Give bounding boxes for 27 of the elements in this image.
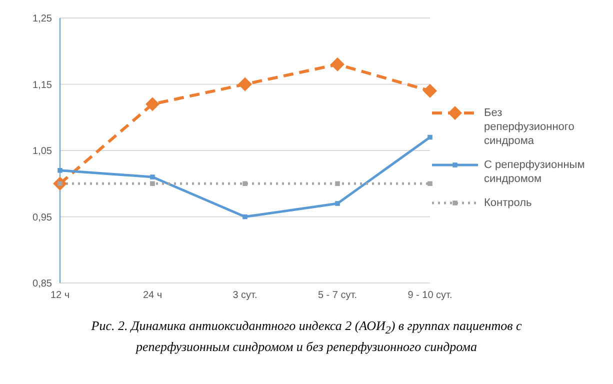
x-tick-label: 12 ч (50, 290, 70, 302)
y-tick-label: 1,25 (32, 14, 52, 25)
point (335, 181, 340, 186)
x-tick-label: 5 - 7 сут. (318, 290, 358, 302)
point (150, 181, 155, 186)
point (330, 57, 344, 72)
point (146, 97, 160, 112)
point (238, 77, 252, 92)
point (242, 181, 248, 186)
legend-label: Без реперфузионного синдрома (484, 106, 576, 148)
legend-label: С реперфузионным синдромом (484, 158, 586, 186)
x-tick-label: 9 - 10 сут. (408, 290, 452, 302)
point (58, 168, 62, 173)
y-tick-label: 1,15 (32, 80, 52, 91)
x-tick-label: 24 ч (142, 290, 162, 302)
point (150, 174, 155, 180)
point (428, 134, 432, 140)
legend-label: Контроль (484, 196, 533, 210)
text: Рис. 2. Динамика антиоксидантного индекса 2 (АОИ$_{2}$) в группах пациентов с реперфузионным синдромом и без реперфузионного синдрома (90, 318, 523, 355)
point (335, 201, 340, 206)
y-tick-label: 0,95 (32, 212, 52, 224)
y-tick-label: 1,05 (32, 146, 52, 158)
point (428, 181, 432, 186)
y-tick-label: 0,85 (32, 278, 52, 290)
point (242, 214, 248, 220)
point (423, 84, 437, 98)
x-tick-label: 3 сут. (232, 290, 258, 302)
